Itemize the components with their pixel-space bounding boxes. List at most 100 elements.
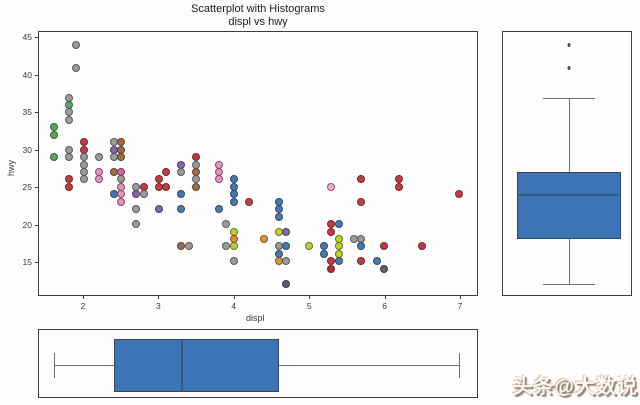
- y-tick-label: 15: [22, 257, 32, 268]
- scatter-point: [162, 182, 171, 191]
- scatter-point: [282, 257, 291, 266]
- scatter-point: [229, 242, 238, 251]
- scatter-point: [117, 153, 126, 162]
- scatter-point: [72, 41, 81, 50]
- scatter-point: [64, 153, 73, 162]
- chart-subtitle: displ vs hwy: [228, 16, 288, 28]
- x-tick-label: 3: [156, 301, 161, 311]
- x-tick-mark: [158, 296, 160, 299]
- scatter-point: [319, 249, 328, 258]
- scatter-point: [109, 153, 118, 162]
- displ-left-whisker: [53, 365, 114, 367]
- x-tick-label: 4: [231, 301, 237, 311]
- scatter-point: [177, 205, 186, 214]
- scatter-point: [372, 257, 381, 266]
- y-tick-mark: [35, 112, 38, 113]
- scatter-point: [380, 242, 388, 251]
- x-tick-label: 6: [382, 301, 387, 311]
- scatter-point: [154, 205, 163, 214]
- scatter-point: [417, 242, 426, 251]
- scatter-point: [132, 220, 141, 229]
- displ-right-cap: [459, 353, 461, 378]
- scatter-point: [282, 242, 291, 251]
- scatter-point: [49, 153, 58, 162]
- scatter-point: [79, 175, 88, 184]
- scatter-point: [109, 190, 118, 199]
- scatter-point: [327, 227, 336, 236]
- y-tick-label: 20: [22, 219, 32, 230]
- hwy-upper-whisker: [568, 97, 570, 172]
- scatter-point: [327, 182, 336, 191]
- y-tick-label: 40: [22, 69, 32, 80]
- displ-right-whisker: [278, 365, 460, 367]
- y-tick-label: 25: [22, 182, 32, 192]
- y-axis-label: hwy: [6, 159, 17, 177]
- hwy-median-line: [517, 194, 621, 196]
- scatter-plot-panel: [38, 31, 478, 296]
- chart-title: Scatterplot with Histograms: [191, 3, 325, 15]
- scatter-point: [259, 234, 268, 243]
- scatter-point: [177, 167, 186, 176]
- scatter-point: [395, 182, 404, 191]
- scatter-point: [132, 190, 141, 199]
- scatter-point: [109, 167, 118, 176]
- scatter-point: [94, 153, 103, 162]
- scatter-point: [357, 175, 366, 184]
- y-tick-mark: [35, 187, 38, 188]
- y-tick-label: 35: [22, 107, 32, 117]
- scatter-point: [357, 197, 366, 206]
- scatter-point: [214, 205, 223, 214]
- scatter-point: [244, 197, 253, 206]
- x-tick-mark: [233, 296, 235, 299]
- hwy-outlier-point: [567, 65, 571, 70]
- scatter-point: [117, 197, 126, 206]
- x-tick-mark: [309, 296, 311, 299]
- scatter-point: [327, 264, 336, 273]
- y-tick-mark: [35, 262, 38, 264]
- displ-box: [113, 338, 279, 393]
- scatter-point: [154, 182, 163, 191]
- y-tick-label: 30: [22, 144, 32, 155]
- scatter-point: [380, 264, 388, 273]
- scatter-point: [229, 197, 238, 206]
- scatter-point: [282, 279, 291, 288]
- displ-median-line: [181, 338, 183, 393]
- x-tick-label: 5: [306, 301, 312, 311]
- x-tick-mark: [83, 296, 84, 299]
- scatter-point: [334, 257, 343, 266]
- scatter-point: [132, 205, 141, 214]
- scatter-point: [282, 227, 291, 236]
- scatter-point: [184, 242, 193, 251]
- scatter-point: [72, 63, 81, 72]
- scatter-point: [334, 220, 343, 229]
- y-tick-mark: [35, 74, 38, 76]
- watermark: 头条@大数说: [512, 376, 638, 398]
- scatter-point: [214, 175, 223, 184]
- x-axis-label: displ: [246, 313, 265, 323]
- x-tick-mark: [459, 296, 461, 299]
- scatter-point: [49, 130, 58, 139]
- scatter-point: [222, 220, 231, 229]
- y-tick-mark: [35, 224, 38, 226]
- hwy-box: [517, 171, 621, 239]
- hwy-lower-whisker: [568, 238, 570, 284]
- scatter-point: [455, 190, 464, 199]
- scatter-point: [229, 257, 238, 266]
- y-tick-mark: [35, 149, 38, 151]
- scatter-point: [222, 242, 231, 251]
- scatter-point: [357, 257, 366, 266]
- hwy-upper-cap: [543, 97, 595, 99]
- scatter-point: [139, 190, 148, 199]
- scatter-point: [94, 175, 103, 184]
- chart-title-block: Scatterplot with Histograms displ vs hwy: [98, 3, 418, 29]
- hwy-lower-cap: [543, 283, 595, 285]
- scatter-point: [64, 182, 73, 191]
- scatter-point: [177, 242, 186, 251]
- scatter-point: [192, 182, 201, 191]
- scatter-point: [64, 115, 73, 124]
- y-tick-label: 45: [22, 32, 32, 42]
- hwy-boxplot-panel: [502, 31, 632, 296]
- displ-boxplot-panel: [38, 329, 478, 398]
- x-tick-mark: [384, 296, 386, 299]
